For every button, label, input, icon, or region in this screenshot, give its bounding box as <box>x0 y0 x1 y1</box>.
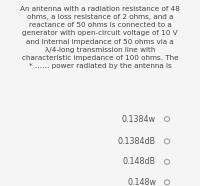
Text: An antenna with a radiation resistance of 48
ohms, a loss resistance of 2 ohms, : An antenna with a radiation resistance o… <box>20 6 180 69</box>
Text: 0.148dB: 0.148dB <box>123 157 156 166</box>
Text: 0.148w: 0.148w <box>127 178 156 186</box>
Text: 0.1384dB: 0.1384dB <box>118 137 156 146</box>
Text: 0.1384w: 0.1384w <box>122 115 156 124</box>
